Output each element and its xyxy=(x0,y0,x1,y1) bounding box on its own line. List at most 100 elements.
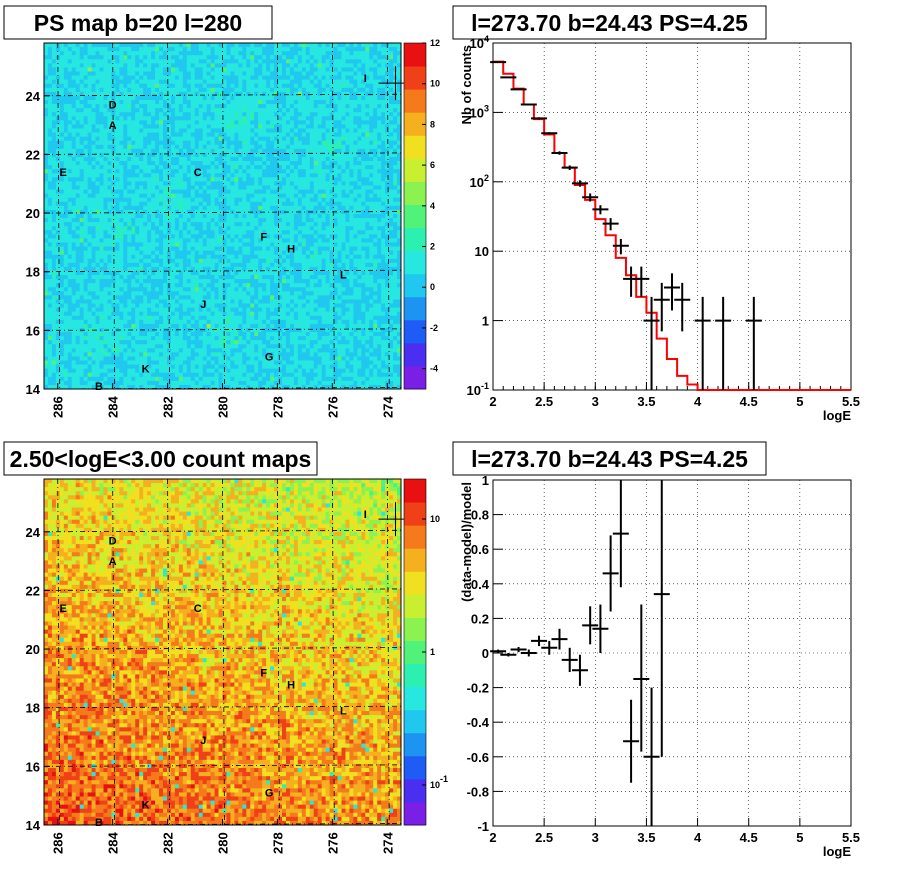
map-cell xyxy=(210,222,215,227)
map-cell xyxy=(139,336,144,341)
map-cell xyxy=(75,327,81,333)
map-cell xyxy=(59,323,65,329)
map-cell xyxy=(190,307,196,313)
map-cell xyxy=(246,380,251,386)
map-cell xyxy=(115,344,120,349)
map-cell xyxy=(47,205,53,211)
map-cell xyxy=(198,120,204,125)
map-cell xyxy=(131,177,136,182)
map-cell xyxy=(99,319,104,325)
map-cell xyxy=(99,120,104,125)
map-cell xyxy=(135,250,140,256)
map-cell xyxy=(238,319,243,325)
map-cell xyxy=(119,99,124,105)
map-cell xyxy=(206,222,211,227)
map-cell xyxy=(258,177,263,182)
map-cell xyxy=(218,258,223,264)
map-cell xyxy=(91,79,96,85)
map-cell xyxy=(218,99,223,105)
map-cell xyxy=(270,332,275,337)
map-cell xyxy=(270,238,275,243)
map-cell xyxy=(47,307,53,313)
map-cell xyxy=(182,136,188,142)
map-cell xyxy=(262,372,267,378)
map-cell xyxy=(182,112,188,117)
map-cell xyxy=(266,120,271,125)
map-cell xyxy=(246,55,251,60)
map-cell xyxy=(51,283,57,288)
map-cell xyxy=(83,384,89,390)
map-cell xyxy=(151,140,156,146)
map-cell xyxy=(234,250,239,256)
map-cell xyxy=(135,99,140,105)
map-cell xyxy=(51,246,57,251)
map-cell xyxy=(230,185,235,190)
map-cell xyxy=(226,238,231,243)
map-cell xyxy=(91,173,96,178)
map-cell xyxy=(210,104,215,109)
map-cell xyxy=(91,132,96,138)
map-cell xyxy=(44,43,49,48)
map-cell xyxy=(198,169,204,174)
map-cell xyxy=(194,283,200,288)
map-cell xyxy=(198,55,204,60)
map-cell xyxy=(103,152,108,158)
map-cell xyxy=(143,230,148,235)
map-cell xyxy=(79,91,85,97)
map-cell xyxy=(214,201,219,207)
map-cell xyxy=(95,246,100,251)
map-cell xyxy=(170,185,176,190)
map-cell xyxy=(258,51,263,56)
map-cell xyxy=(246,230,251,235)
map-cell xyxy=(123,87,128,93)
map-cell xyxy=(131,327,136,333)
map-cell xyxy=(83,270,89,276)
map-cell xyxy=(51,254,57,260)
map-cell xyxy=(186,189,192,195)
map-cell xyxy=(99,181,104,186)
map-cell xyxy=(59,201,65,207)
map-cell xyxy=(87,307,92,313)
map-cell xyxy=(155,95,160,101)
map-cell xyxy=(119,258,124,264)
map-cell xyxy=(103,140,108,146)
map-cell xyxy=(83,368,89,374)
map-cell xyxy=(254,275,259,280)
map-cell xyxy=(250,75,255,81)
map-cell xyxy=(210,99,215,105)
map-cell xyxy=(274,161,279,166)
map-cell xyxy=(151,266,156,272)
map-cell xyxy=(115,266,120,272)
map-cell xyxy=(44,266,49,272)
map-cell xyxy=(135,136,140,142)
map-cell xyxy=(111,120,116,125)
map-cell xyxy=(178,169,184,174)
map-cell xyxy=(127,332,132,337)
map-cell xyxy=(214,340,219,345)
map-cell xyxy=(242,279,247,284)
map-cell xyxy=(107,319,112,325)
map-cell xyxy=(75,156,81,162)
map-cell xyxy=(83,266,89,272)
map-cell xyxy=(95,315,100,321)
map-cell xyxy=(174,262,180,268)
map-cell xyxy=(131,356,136,361)
map-cell xyxy=(222,104,227,109)
map-cell xyxy=(250,295,255,300)
map-cell xyxy=(63,63,69,68)
map-cell xyxy=(198,213,204,219)
map-cell xyxy=(91,213,96,219)
map-cell xyxy=(107,185,112,190)
map-cell xyxy=(262,295,267,300)
map-cell xyxy=(147,352,152,357)
map-cell xyxy=(234,319,239,325)
map-cell xyxy=(186,144,192,150)
map-cell xyxy=(194,303,200,308)
map-cell xyxy=(131,140,136,146)
map-cell xyxy=(190,364,196,370)
map-cell xyxy=(238,279,243,284)
map-cell xyxy=(246,222,251,227)
map-cell xyxy=(67,193,73,199)
map-cell xyxy=(83,144,89,150)
map-cell xyxy=(214,275,219,280)
